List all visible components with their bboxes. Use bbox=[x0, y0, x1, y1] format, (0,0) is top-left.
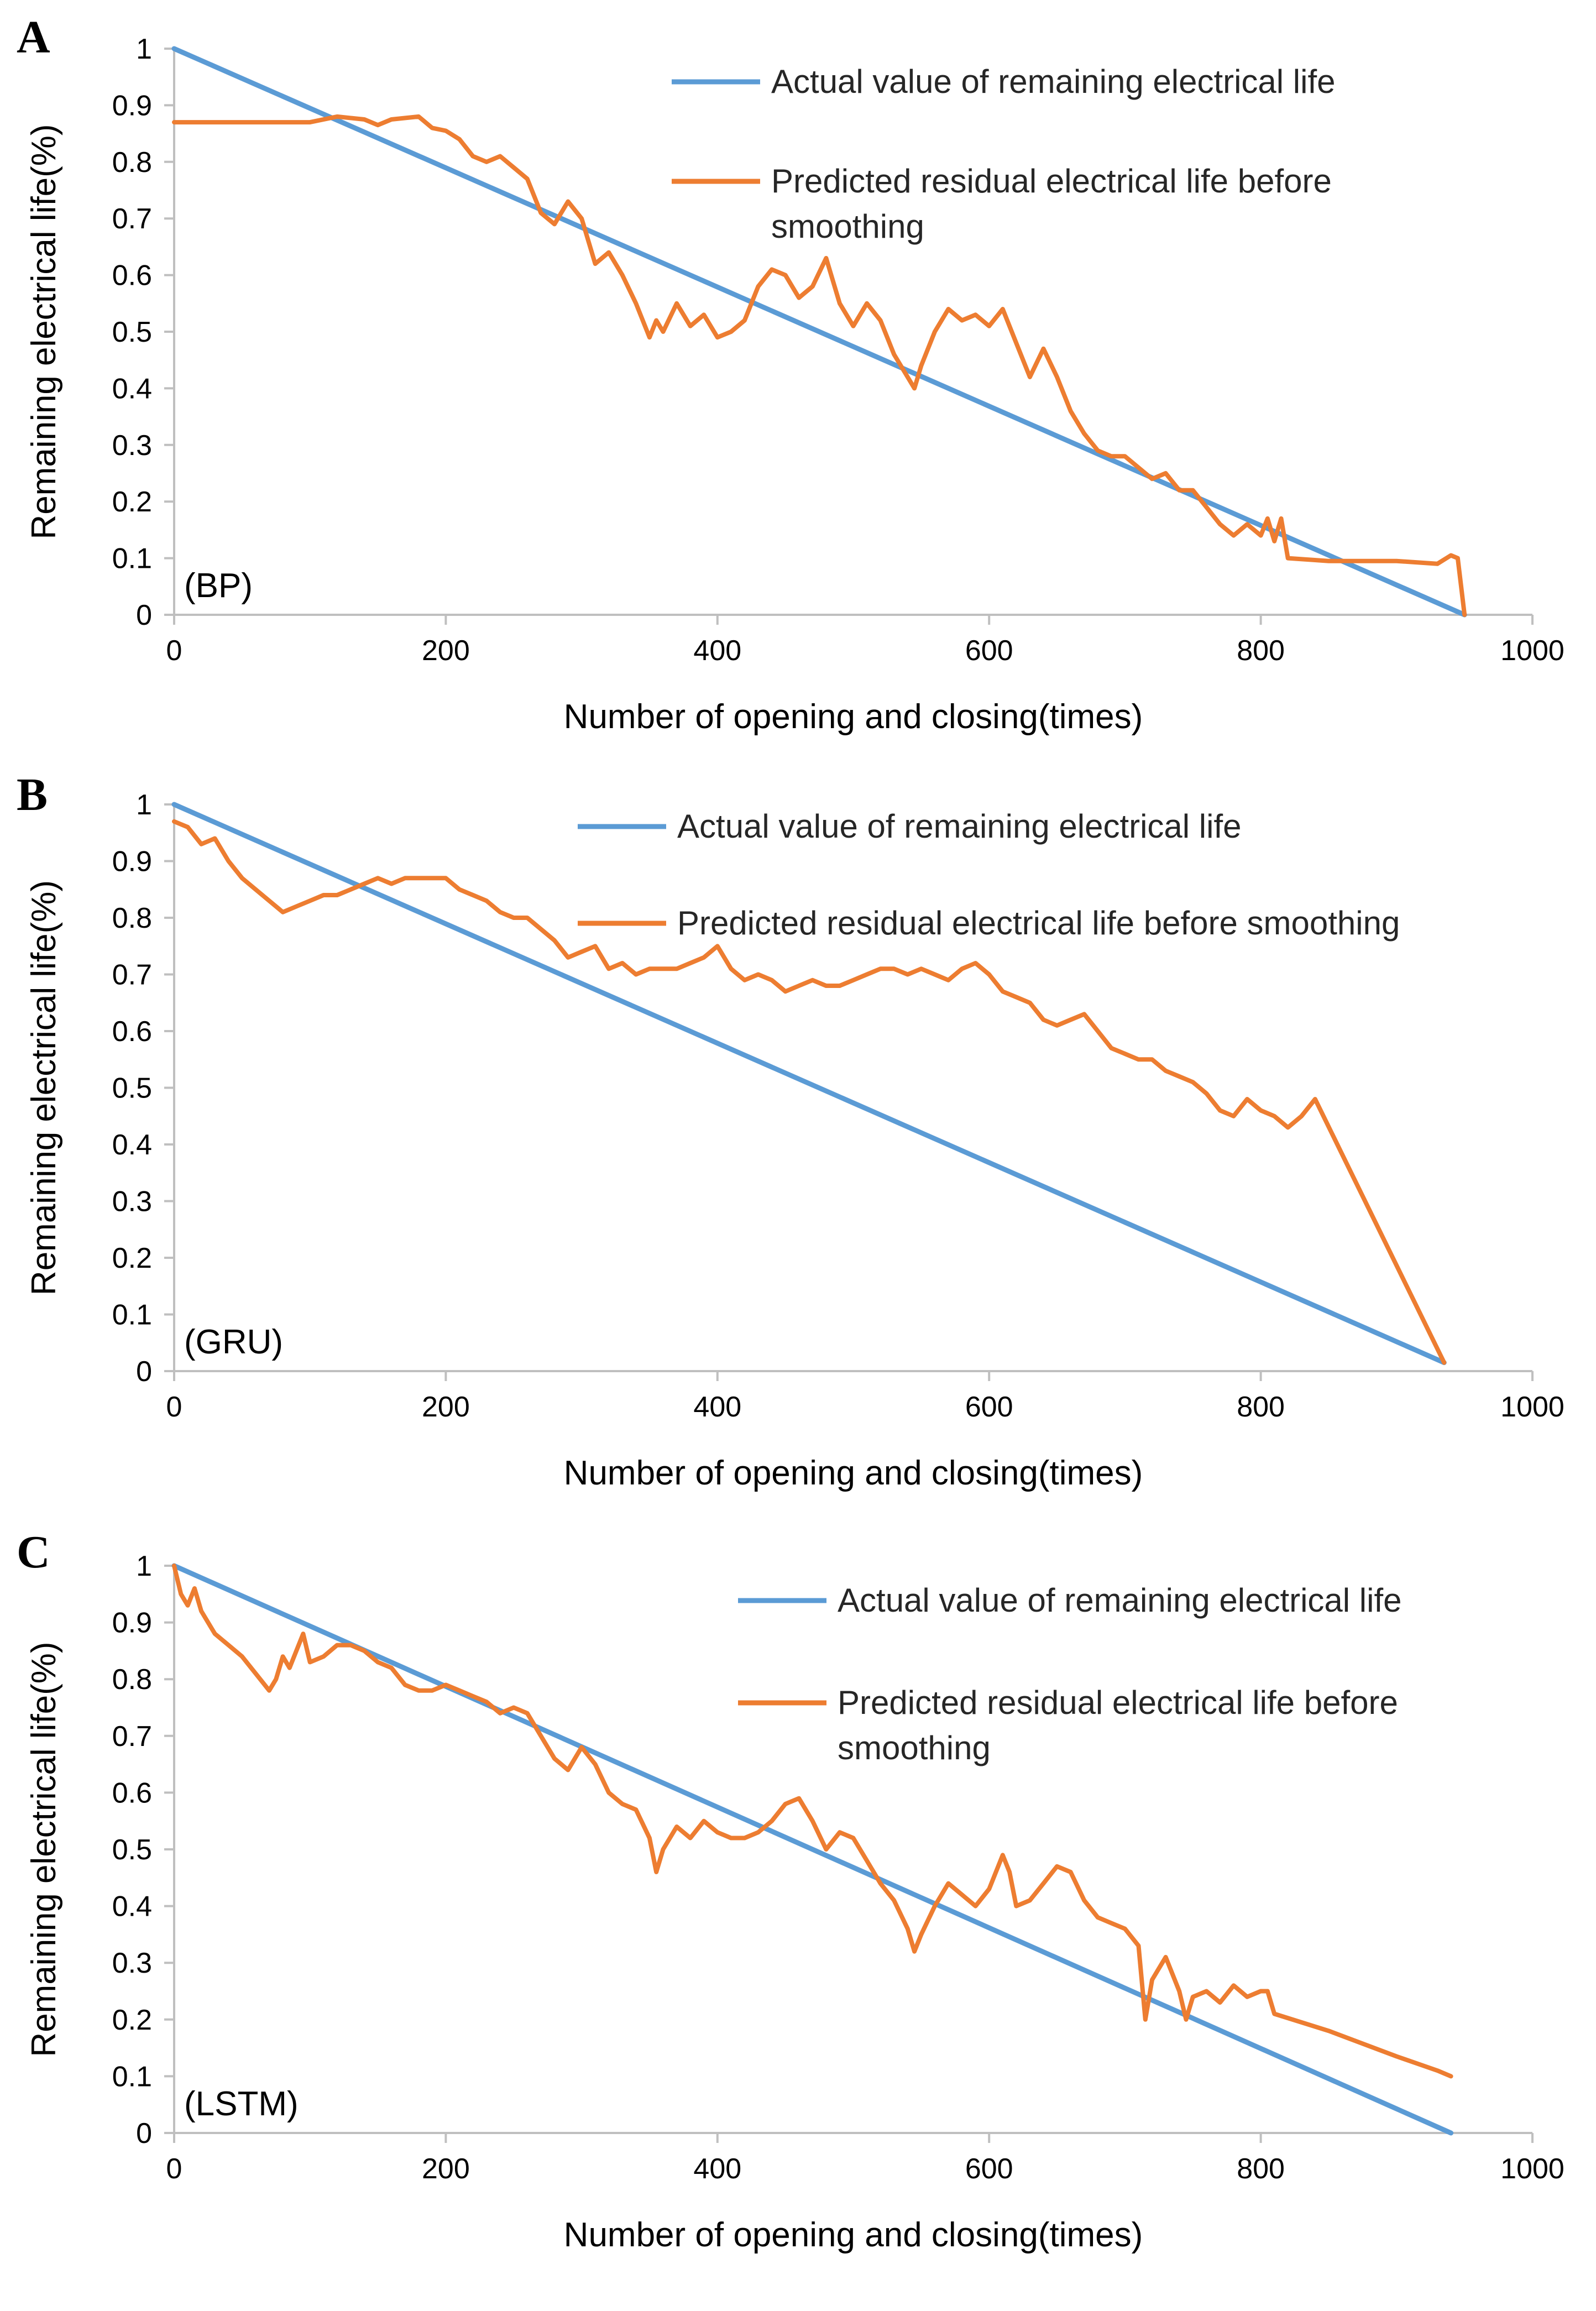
legend: Actual value of remaining electrical lif… bbox=[738, 1582, 1402, 1766]
y-tick-label: 1 bbox=[136, 33, 152, 65]
chart-panel-a: 0 200 400 600 800 1000 0 0.1 0.2 0.3 0.4 0.5 0.6 0.7 0… bbox=[17, 12, 1564, 736]
y-tick-label: 0.9 bbox=[112, 90, 152, 122]
y-tick-label: 0 bbox=[136, 1356, 152, 1388]
y-tick-label: 0.5 bbox=[112, 1073, 152, 1105]
y-tick-label: 0.2 bbox=[112, 2004, 152, 2036]
panel-letter: A bbox=[17, 12, 50, 63]
y-tick-label: 0.6 bbox=[112, 1777, 152, 1809]
x-tick-label: 1000 bbox=[1500, 2153, 1564, 2185]
y-tick-label: 0.7 bbox=[112, 1721, 152, 1753]
legend-label-predicted: Predicted residual electrical life befor… bbox=[677, 904, 1400, 942]
x-tick-label: 600 bbox=[965, 1391, 1013, 1423]
predicted-life-line bbox=[172, 114, 1467, 617]
actual-life-line bbox=[171, 1563, 1454, 2136]
y-tick-label: 0.4 bbox=[112, 1891, 152, 1923]
x-tick-label: 600 bbox=[965, 2153, 1013, 2185]
y-tick-label: 0.4 bbox=[112, 373, 152, 405]
y-tick-label: 0.3 bbox=[112, 430, 152, 462]
panel-model-label: (GRU) bbox=[184, 1323, 283, 1361]
panel-letter: C bbox=[17, 1526, 50, 1578]
y-tick-label: 0.9 bbox=[112, 846, 152, 878]
y-tick-label: 0.1 bbox=[112, 2061, 152, 2093]
y-tick-label: 0 bbox=[136, 599, 152, 631]
chart-panel-c: 0 200 400 600 800 1000 0 0.1 0.2 0.3 0.4 0.5 0.6 0.7 0… bbox=[17, 1526, 1564, 2254]
legend: Actual value of remaining electrical lif… bbox=[578, 808, 1400, 942]
y-tick-label: 0.6 bbox=[112, 260, 152, 292]
x-axis-title: Number of opening and closing(times) bbox=[564, 2216, 1143, 2254]
x-tick-label: 200 bbox=[422, 2153, 470, 2185]
y-tick-label: 1 bbox=[136, 789, 152, 821]
x-tick-label: 400 bbox=[693, 2153, 741, 2185]
y-tick-label: 0.8 bbox=[112, 1664, 152, 1696]
x-tick-label: 800 bbox=[1237, 2153, 1285, 2185]
y-tick-label: 1 bbox=[136, 1550, 152, 1582]
chart-panel-b: 0 200 400 600 800 1000 0 0.1 0.2 0.3 0.4 0.5 0.6 0.7 0… bbox=[17, 769, 1564, 1492]
y-tick-label: 0.1 bbox=[112, 1299, 152, 1331]
y-tick-label: 0.1 bbox=[112, 543, 152, 575]
y-axis-title: Remaining electrical life(%) bbox=[25, 1641, 63, 2057]
y-tick-label: 0.4 bbox=[112, 1129, 152, 1161]
y-tick-label: 0.9 bbox=[112, 1607, 152, 1639]
panel-model-label: (BP) bbox=[184, 567, 253, 605]
y-tick-label: 0.5 bbox=[112, 1834, 152, 1866]
y-tick-label: 0 bbox=[136, 2117, 152, 2150]
predicted-life-line bbox=[172, 1564, 1453, 2079]
y-axis-title: Remaining electrical life(%) bbox=[25, 880, 63, 1295]
legend-label-actual: Actual value of remaining electrical lif… bbox=[771, 63, 1336, 100]
legend: Actual value of remaining electrical lif… bbox=[672, 63, 1336, 245]
y-tick-label: 0.7 bbox=[112, 959, 152, 991]
y-tick-label: 0.3 bbox=[112, 1947, 152, 1979]
y-tick-label: 0.7 bbox=[112, 203, 152, 235]
y-axis-title: Remaining electrical life(%) bbox=[25, 124, 63, 539]
x-tick-label: 800 bbox=[1237, 635, 1285, 667]
actual-life-line bbox=[171, 46, 1467, 618]
y-tick-label: 0.2 bbox=[112, 1242, 152, 1274]
legend-label-predicted: Predicted residual electrical life befor… bbox=[838, 1684, 1398, 1721]
y-tick-label: 0.2 bbox=[112, 486, 152, 518]
y-tick-label: 0.8 bbox=[112, 147, 152, 179]
legend-label-actual: Actual value of remaining electrical lif… bbox=[677, 808, 1242, 845]
y-tick-label: 0.3 bbox=[112, 1186, 152, 1218]
x-tick-label: 200 bbox=[422, 635, 470, 667]
legend-label-predicted: smoothing bbox=[771, 208, 924, 245]
x-tick-label: 1000 bbox=[1500, 1391, 1564, 1423]
predicted-life-line bbox=[172, 819, 1447, 1365]
x-tick-label: 400 bbox=[693, 1391, 741, 1423]
actual-life-line bbox=[171, 802, 1447, 1366]
x-tick-label: 200 bbox=[422, 1391, 470, 1423]
x-tick-label: 400 bbox=[693, 635, 741, 667]
panel-letter: B bbox=[17, 769, 48, 820]
x-axis-title: Number of opening and closing(times) bbox=[564, 698, 1143, 736]
panel-model-label: (LSTM) bbox=[184, 2085, 299, 2123]
x-tick-label: 1000 bbox=[1500, 635, 1564, 667]
legend-label-actual: Actual value of remaining electrical lif… bbox=[838, 1582, 1402, 1619]
y-tick-label: 0.6 bbox=[112, 1016, 152, 1048]
x-tick-label: 0 bbox=[166, 1391, 182, 1423]
y-tick-label: 0.5 bbox=[112, 316, 152, 348]
x-tick-label: 800 bbox=[1237, 1391, 1285, 1423]
y-tick-label: 0.8 bbox=[112, 902, 152, 934]
x-tick-label: 0 bbox=[166, 2153, 182, 2185]
x-tick-label: 600 bbox=[965, 635, 1013, 667]
legend-label-predicted: smoothing bbox=[838, 1729, 991, 1766]
legend-label-predicted: Predicted residual electrical life befor… bbox=[771, 163, 1332, 200]
x-axis-title: Number of opening and closing(times) bbox=[564, 1454, 1143, 1492]
x-tick-label: 0 bbox=[166, 635, 182, 667]
